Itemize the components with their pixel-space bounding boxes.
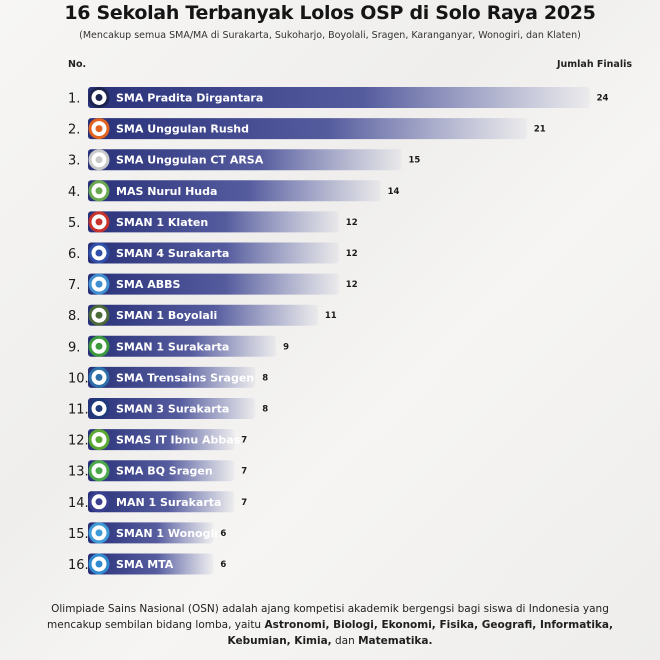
- value-label: 6: [220, 529, 226, 539]
- footer-subjects: Astronomi, Biologi, Ekonomi, Fisika, Geo…: [227, 619, 613, 647]
- value-label: 8: [262, 373, 268, 383]
- chart-title: 16 Sekolah Terbanyak Lolos OSP di Solo R…: [64, 2, 596, 24]
- rank-label: 8.: [68, 309, 80, 324]
- value-label: 11: [325, 311, 337, 321]
- bar: [88, 553, 214, 575]
- rank-label: 15.: [68, 527, 89, 542]
- bar: [88, 273, 339, 295]
- school-name-label: SMA Unggulan CT ARSA: [116, 154, 264, 167]
- school-logo-icon: [95, 311, 103, 319]
- rank-label: 3.: [68, 154, 80, 169]
- school-logo-icon: [95, 342, 103, 350]
- school-logo-icon: [95, 529, 103, 537]
- school-logo-icon: [95, 187, 103, 195]
- bar: [88, 429, 235, 451]
- bar: [88, 522, 214, 544]
- school-name-label: SMAS IT Ibnu Abbas: [116, 434, 241, 447]
- school-logo-icon: [95, 373, 103, 381]
- footer-text-1: Olimpiade Sains Nasional (OSN) adalah aj…: [47, 603, 609, 631]
- school-name-label: SMAN 4 Surakarta: [116, 247, 229, 260]
- value-label: 24: [597, 94, 609, 104]
- rank-label: 12.: [68, 434, 89, 449]
- bar-chart: 1. SMA Pradita Dirgantara 24 2. SMA Unggulan…: [68, 87, 609, 575]
- bar: [88, 180, 381, 202]
- school-name-label: SMAN 1 Wonogiri: [116, 527, 223, 540]
- footer-note: Olimpiade Sains Nasional (OSN) adalah aj…: [40, 601, 620, 649]
- chart-subtitle: (Mencakup semua SMA/MA di Surakarta, Suk…: [79, 30, 581, 41]
- rank-label: 7.: [68, 278, 80, 293]
- bar: [88, 118, 527, 140]
- value-label: 6: [220, 560, 226, 570]
- rank-label: 2.: [68, 123, 80, 138]
- bar: [88, 304, 318, 326]
- value-label: 12: [346, 249, 358, 259]
- school-logo-icon: [95, 560, 103, 568]
- value-label: 7: [241, 498, 247, 508]
- rank-label: 11.: [68, 403, 89, 418]
- value-label: 15: [409, 156, 421, 166]
- school-logo-icon: [95, 467, 103, 475]
- bar: [88, 491, 235, 513]
- value-label: 12: [346, 218, 358, 228]
- value-label: 12: [346, 280, 358, 290]
- bar: [88, 460, 235, 482]
- school-logo-icon: [95, 218, 103, 226]
- footer-text-2: dan: [331, 635, 359, 647]
- school-logo-icon: [95, 249, 103, 257]
- bar: [88, 149, 402, 171]
- value-label: 9: [283, 342, 289, 352]
- school-name-label: SMAN 3 Surakarta: [116, 403, 229, 416]
- school-logo-icon: [95, 280, 103, 288]
- bar: [88, 242, 339, 264]
- rank-label: 13.: [68, 465, 89, 480]
- value-label: 7: [241, 467, 247, 477]
- rank-label: 10.: [68, 371, 89, 386]
- school-name-label: SMA MTA: [116, 558, 174, 571]
- school-logo-icon: [95, 498, 103, 506]
- value-label: 14: [388, 187, 400, 197]
- value-label: 21: [534, 125, 546, 135]
- bar: [88, 398, 256, 419]
- school-logo-icon: [95, 94, 103, 101]
- school-name-label: SMA Pradita Dirgantara: [116, 92, 263, 105]
- rank-label: 5.: [68, 216, 80, 231]
- school-logo-icon: [95, 405, 103, 412]
- rank-label: 4.: [68, 185, 80, 200]
- value-label: 8: [262, 405, 268, 415]
- footer-subject-last: Matematika.: [358, 635, 433, 647]
- bar: [88, 211, 339, 233]
- rank-label: 6.: [68, 247, 80, 262]
- school-logo-icon: [95, 436, 103, 444]
- rank-label: 16.: [68, 558, 89, 573]
- school-name-label: MAS Nurul Huda: [116, 185, 217, 198]
- column-header-no: No.: [68, 59, 87, 70]
- school-name-label: SMAN 1 Boyolali: [116, 309, 217, 322]
- school-name-label: SMA BQ Sragen: [116, 465, 213, 478]
- rank-label: 1.: [68, 92, 80, 107]
- bar: [88, 335, 277, 357]
- school-name-label: SMAN 1 Surakarta: [116, 340, 229, 353]
- rank-label: 9.: [68, 340, 80, 355]
- rank-label: 14.: [68, 496, 89, 511]
- school-name-label: SMA ABBS: [116, 278, 180, 291]
- bar: [88, 366, 256, 388]
- value-label: 7: [241, 436, 247, 446]
- school-name-label: SMAN 1 Klaten: [116, 216, 208, 229]
- column-header-value: Jumlah Finalis: [556, 59, 632, 70]
- school-logo-icon: [95, 156, 103, 164]
- school-logo-icon: [95, 125, 103, 133]
- school-name-label: SMA Unggulan Rushd: [116, 123, 249, 136]
- bar: [88, 87, 590, 108]
- school-name-label: SMA Trensains Sragen: [116, 371, 254, 384]
- school-name-label: MAN 1 Surakarta: [116, 496, 221, 509]
